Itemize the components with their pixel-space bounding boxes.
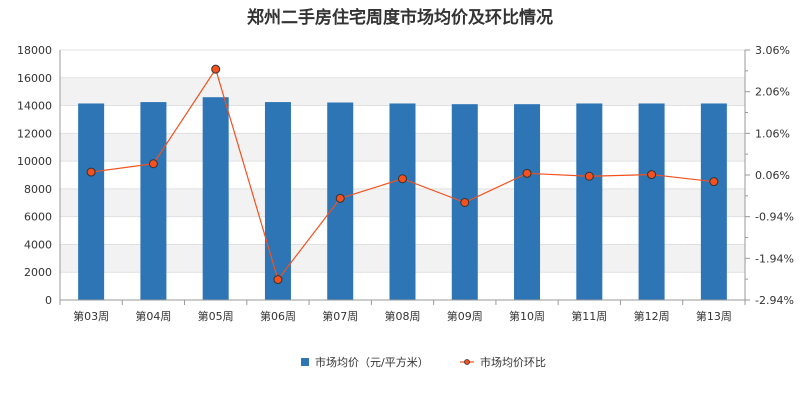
- bar: [78, 103, 105, 300]
- line-point: [647, 170, 657, 180]
- grid-band: [60, 77, 745, 106]
- left-tick-label: 10000: [17, 155, 52, 168]
- left-tick-label: 12000: [17, 127, 52, 140]
- legend-line-marker: [464, 359, 470, 365]
- bar: [264, 102, 291, 300]
- line-point: [335, 193, 345, 203]
- left-tick-label: 8000: [24, 183, 52, 196]
- line-point: [148, 159, 158, 169]
- bar: [140, 102, 167, 300]
- left-axis-ticks: 0 2000 4000 6000 8000 10000 12000 14000 16000 180…: [17, 44, 52, 307]
- right-tick-label: -2.94%: [755, 294, 794, 307]
- left-tick-label: 14000: [17, 100, 52, 113]
- line-point: [460, 198, 470, 207]
- legend-line-label: 市场均价环比: [480, 355, 546, 369]
- left-tick-label: 16000: [17, 72, 52, 85]
- x-tick-label: 第03周: [73, 309, 109, 323]
- right-tick-label: 2.06%: [755, 86, 790, 99]
- bar-series: [78, 97, 727, 301]
- x-tick-label: 第09周: [447, 309, 483, 323]
- bar: [202, 97, 229, 300]
- x-tick-label: 第11周: [571, 309, 607, 323]
- x-tick-label: 第13周: [696, 309, 732, 323]
- bar: [576, 103, 603, 300]
- left-tick-label: 18000: [17, 44, 52, 57]
- left-tick-label: 2000: [24, 266, 52, 279]
- x-axis-ticks: 第03周 第04周 第05周 第06周 第07周 第08周 第09周 第10周 第11周 第12周…: [59, 300, 746, 323]
- line-point: [522, 168, 532, 178]
- legend-bar-swatch: [301, 358, 309, 366]
- x-tick-label: 第06周: [260, 309, 296, 323]
- line-point: [273, 275, 283, 285]
- bar: [700, 103, 727, 300]
- line-point: [584, 171, 594, 181]
- line-point: [398, 174, 407, 184]
- chart-title: 郑州二手房住宅周度市场均价及环比情况: [247, 7, 553, 28]
- bar: [638, 103, 665, 300]
- x-tick-label: 第07周: [322, 309, 358, 323]
- right-axis-ticks: -2.94% -1.94% -0.94% 0.06% 1.06% 2.06% 3.06%: [745, 44, 794, 307]
- legend-bar-label: 市场均价（元/平方米）: [315, 355, 429, 369]
- right-tick-label: -0.94%: [755, 211, 794, 224]
- line-point: [211, 64, 221, 74]
- x-tick-label: 第10周: [509, 309, 545, 323]
- bar: [389, 103, 416, 300]
- left-tick-label: 4000: [24, 238, 52, 251]
- x-tick-label: 第12周: [634, 309, 670, 323]
- line-point: [86, 167, 96, 177]
- left-tick-label: 6000: [24, 211, 52, 224]
- line-point: [709, 177, 719, 187]
- legend: 市场均价（元/平方米） 市场均价环比: [301, 355, 546, 369]
- right-tick-label: 1.06%: [755, 127, 790, 140]
- x-tick-label: 第05周: [198, 309, 234, 323]
- right-tick-label: 3.06%: [755, 44, 790, 57]
- line-series: [86, 64, 719, 285]
- bar: [514, 104, 541, 301]
- x-tick-label: 第04周: [135, 309, 171, 323]
- right-tick-label: 0.06%: [755, 169, 790, 182]
- left-tick-label: 0: [45, 294, 52, 307]
- right-tick-label: -1.94%: [755, 252, 794, 265]
- x-tick-label: 第08周: [385, 309, 421, 323]
